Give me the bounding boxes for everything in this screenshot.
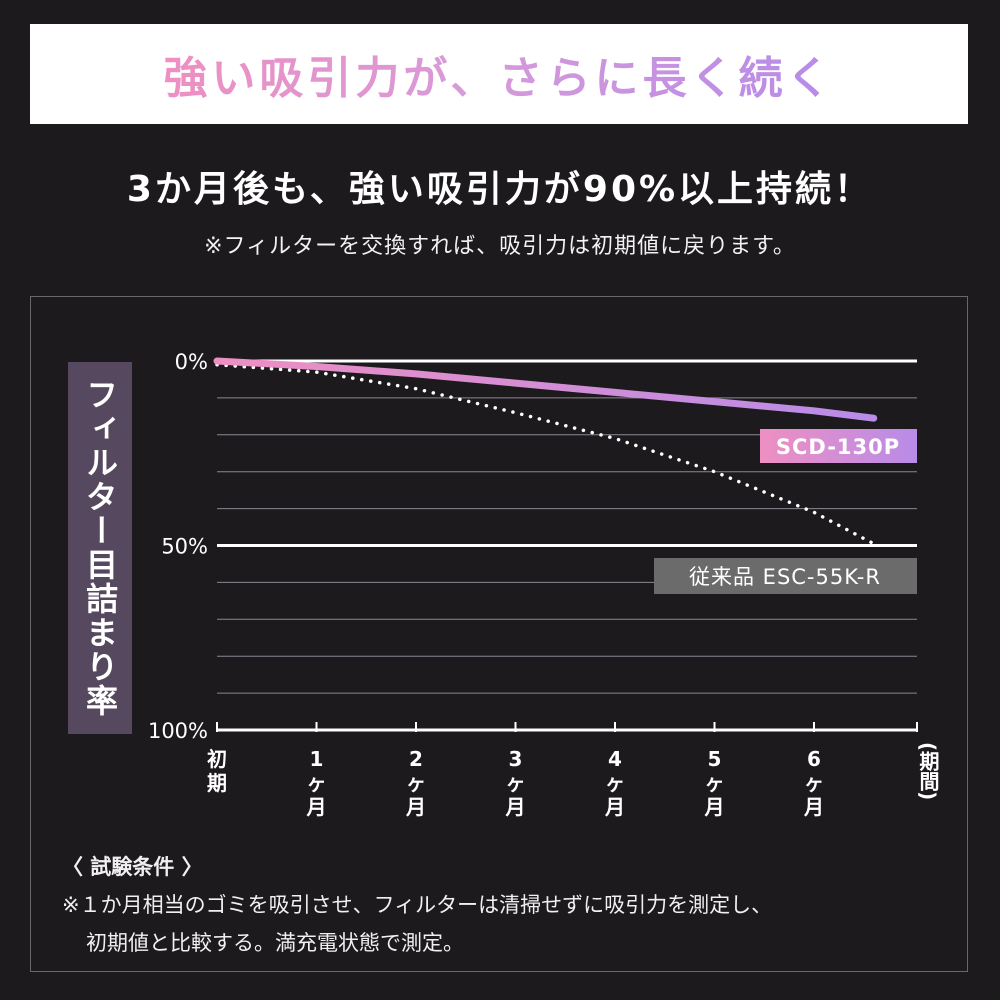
y-tick-label: 0% bbox=[175, 350, 208, 374]
x-tick-label: 5 ヶ月 bbox=[704, 747, 725, 819]
test-conditions: 〈 試験条件 〉 ※１か月相当のゴミを吸引させ、フィルターは清掃せずに吸引力を測… bbox=[62, 848, 942, 962]
y-tick-label: 100% bbox=[148, 719, 208, 743]
conditions-title: 〈 試験条件 〉 bbox=[62, 855, 203, 879]
y-axis-label: フィルター目詰まり率 bbox=[81, 378, 119, 718]
x-tick-label: 初期 bbox=[207, 747, 227, 795]
series-line-conventional bbox=[215, 362, 876, 546]
subnote: ※フィルターを交換すれば、吸引力は初期値に戻ります。 bbox=[204, 234, 796, 259]
title-banner: 強い吸引力が、さらに長く続く bbox=[30, 24, 968, 124]
series-label-scd-130p: SCD-130P bbox=[776, 435, 900, 459]
headline: 3か月後も、強い吸引力が90%以上持続！ bbox=[126, 169, 874, 210]
x-tick-label: 2 ヶ月 bbox=[405, 747, 426, 819]
x-tick-label: 4 ヶ月 bbox=[604, 747, 625, 819]
x-tick-label: 6 ヶ月 bbox=[803, 747, 824, 819]
conditions-line-1: ※１か月相当のゴミを吸引させ、フィルターは清掃せずに吸引力を測定し、 bbox=[62, 893, 773, 917]
series-line-scd-130p bbox=[213, 357, 878, 422]
series-label-conventional: 従来品 ESC-55K-R bbox=[689, 565, 881, 589]
x-axis-title: (期間) bbox=[916, 742, 940, 800]
y-tick-label: 50% bbox=[161, 535, 208, 559]
chart-panel bbox=[30, 296, 968, 972]
series-label-bg-conventional bbox=[654, 558, 917, 594]
conditions-line-2: 初期値と比較する。満充電状態で測定。 bbox=[86, 931, 464, 955]
banner-title: 強い吸引力が、さらに長く続く bbox=[163, 42, 834, 106]
x-tick-label: 3 ヶ月 bbox=[505, 747, 526, 819]
y-axis-label-box: フィルター目詰まり率 bbox=[68, 362, 132, 734]
series-label-bg-scd-130p bbox=[760, 429, 917, 463]
x-tick-label: 1 ヶ月 bbox=[306, 747, 327, 819]
